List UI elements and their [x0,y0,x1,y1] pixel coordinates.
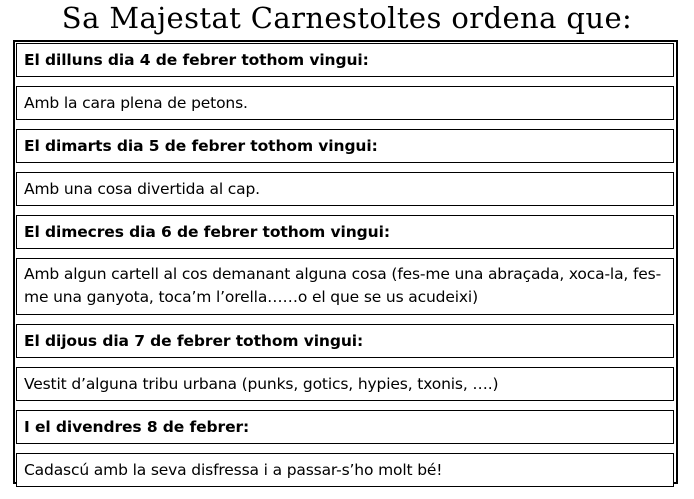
table-row-item-wednesday: Amb algun cartell al cos demanant alguna… [16,258,674,315]
row-text: El dimecres dia 6 de febrer tothom vingu… [24,223,390,241]
table-row-item-thursday: Vestit d’alguna tribu urbana (punks, got… [16,367,674,401]
row-text: El dijous dia 7 de febrer tothom vingui: [24,332,364,350]
row-text: Amb la cara plena de petons. [24,94,248,112]
row-text: El dilluns dia 4 de febrer tothom vingui… [24,51,369,69]
row-text: Amb una cosa divertida al cap. [24,180,260,198]
row-text: El dimarts dia 5 de febrer tothom vingui… [24,137,378,155]
table-row-header-thursday: El dijous dia 7 de febrer tothom vingui: [16,324,674,358]
row-text: Amb algun cartell al cos demanant alguna… [24,265,662,306]
row-text: Vestit d’alguna tribu urbana (punks, got… [24,375,499,393]
page-title: Sa Majestat Carnestoltes ordena que: [61,1,633,35]
table-row-header-monday: El dilluns dia 4 de febrer tothom vingui… [16,43,674,77]
orders-row-stack: El dilluns dia 4 de febrer tothom vingui… [15,42,676,487]
table-row-item-monday: Amb la cara plena de petons. [16,86,674,120]
row-text: Cadascú amb la seva disfressa i a passar… [24,461,443,479]
orders-table: El dilluns dia 4 de febrer tothom vingui… [13,40,678,487]
table-row-header-wednesday: El dimecres dia 6 de febrer tothom vingu… [16,215,674,249]
table-row-header-friday: I el divendres 8 de febrer: [16,410,674,444]
table-row-item-friday: Cadascú amb la seva disfressa i a passar… [16,453,674,487]
row-text: I el divendres 8 de febrer: [24,418,250,436]
table-row-header-tuesday: El dimarts dia 5 de febrer tothom vingui… [16,129,674,163]
table-row-item-tuesday: Amb una cosa divertida al cap. [16,172,674,206]
